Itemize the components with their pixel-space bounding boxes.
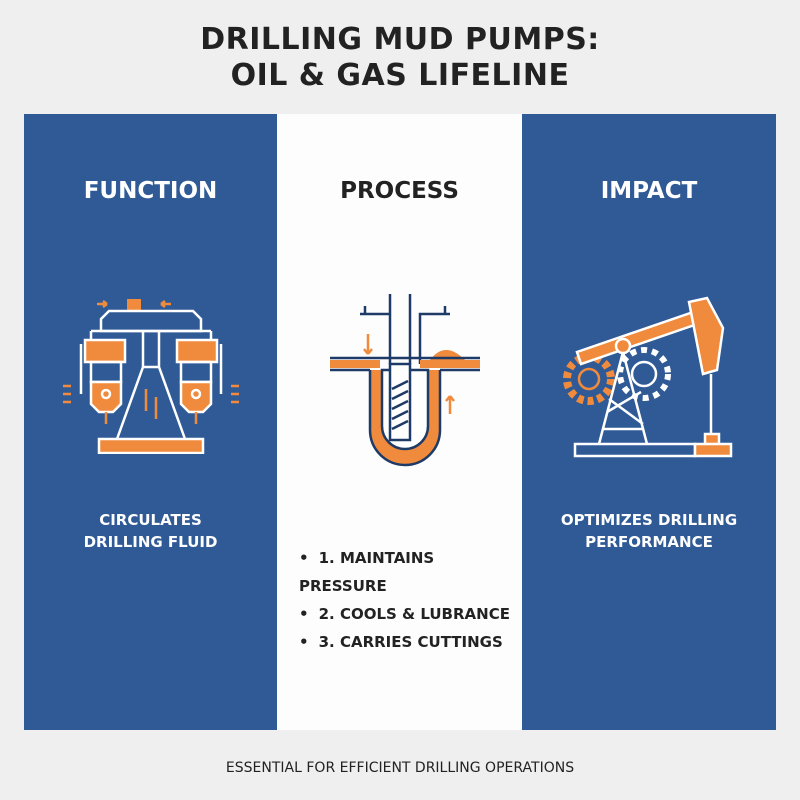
pumpjack-gears-icon bbox=[563, 296, 733, 458]
footer-caption: ESSENTIAL FOR EFFICIENT DRILLING OPERATI… bbox=[225, 760, 575, 776]
title-line-1: DRILLING MUD PUMPS: bbox=[200, 22, 600, 57]
impact-heading: IMPACT bbox=[600, 178, 698, 204]
process-item: 2. COOLS & LUBRANCE bbox=[299, 600, 522, 628]
function-description: CIRCULATES DRILLING FLUID bbox=[24, 509, 277, 553]
mud-pump-icon bbox=[62, 299, 239, 454]
impact-description-line: PERFORMANCE bbox=[585, 533, 713, 551]
function-description-line: CIRCULATES bbox=[99, 511, 202, 529]
process-item: 1. MAINTAINS PRESSURE bbox=[299, 544, 522, 600]
function-heading: FUNCTION bbox=[83, 178, 218, 204]
wellbore-circulation-icon bbox=[329, 294, 480, 467]
title-line-2: OIL & GAS LIFELINE bbox=[230, 58, 570, 93]
function-description-line: DRILLING FLUID bbox=[83, 533, 218, 551]
process-item: 3. CARRIES CUTTINGS bbox=[299, 628, 522, 656]
impact-description: OPTIMIZES DRILLING PERFORMANCE bbox=[522, 509, 776, 553]
impact-panel: IMPACT OPTIMIZES DRILLING PERFORMANCE bbox=[522, 114, 776, 730]
process-list: 1. MAINTAINS PRESSURE 2. COOLS & LUBRANC… bbox=[299, 544, 522, 656]
process-panel: PROCESS 1. MAINTAINS PRESSURE 2. COOLS &… bbox=[277, 114, 522, 730]
impact-description-line: OPTIMIZES DRILLING bbox=[560, 511, 738, 529]
process-heading: PROCESS bbox=[340, 178, 459, 204]
function-panel: FUNCTION CIRCULATES DRILLING FLUID bbox=[24, 114, 277, 730]
page-title: DRILLING MUD PUMPS: OIL & GAS LIFELINE bbox=[0, 22, 800, 94]
